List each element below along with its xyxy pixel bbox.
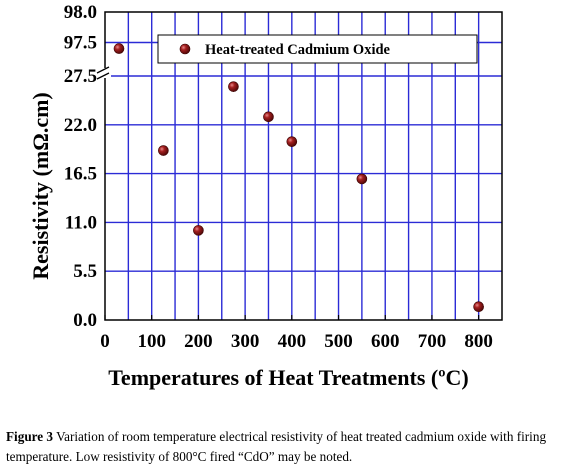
- data-points: [113, 43, 484, 312]
- y-tick-label: 0.0: [73, 310, 97, 331]
- plot-frame: [104, 11, 503, 321]
- x-tick-label: 300: [231, 331, 260, 352]
- axis-break-line: [96, 72, 110, 80]
- data-point: [193, 225, 204, 236]
- x-tick-label: 700: [418, 331, 447, 352]
- axis-break-gap: [99, 68, 111, 78]
- y-tick-label: 5.5: [73, 261, 97, 282]
- x-tick-label: 800: [464, 331, 493, 352]
- data-point: [286, 136, 298, 147]
- legend-box: [157, 34, 478, 64]
- x-tick-label: 500: [324, 331, 353, 352]
- y-tick-labels: 0.0 5.5 11.0 16.5 22.0 27.5 97.5 98.0: [64, 2, 97, 331]
- y-tick-label: 16.5: [64, 164, 97, 185]
- x-tick-label: 600: [371, 331, 400, 352]
- figure-caption: Figure 3 Variation of room temperature e…: [6, 427, 564, 467]
- legend-marker: [179, 43, 191, 55]
- data-point: [356, 173, 368, 185]
- y-tick-label: 22.0: [64, 115, 97, 136]
- y-axis-title: Resistivity (mΩ.cm): [28, 92, 53, 279]
- x-tick-label: 200: [184, 331, 213, 352]
- x-tick-label: 0: [100, 331, 110, 352]
- axis-break-mark: [96, 66, 111, 80]
- caption-text: Variation of room temperature electrical…: [6, 429, 547, 464]
- x-tick-label: 400: [278, 331, 307, 352]
- caption-label: Figure 3: [6, 429, 54, 444]
- data-point: [158, 145, 169, 156]
- data-point: [113, 43, 125, 54]
- legend: Heat-treated Cadmium Oxide: [157, 34, 478, 64]
- x-axis-title: Temperatures of Heat Treatments (ºC): [108, 365, 468, 390]
- y-tick-label: 98.0: [64, 2, 97, 23]
- y-tick-label: 97.5: [64, 33, 97, 54]
- legend-label: Heat-treated Cadmium Oxide: [205, 42, 391, 58]
- y-tick-label: 27.5: [64, 66, 97, 87]
- x-tick-label: 100: [137, 331, 166, 352]
- data-point: [473, 301, 484, 312]
- data-point: [263, 111, 274, 123]
- resistivity-chart: 0 100 200 300 400 500 600 700 800 0.0 5.5 11.0 16.5…: [28, 2, 503, 390]
- x-tick-labels: 0 100 200 300 400 500 600 700 800: [100, 315, 493, 352]
- data-point: [228, 81, 239, 92]
- y-tick-label: 11.0: [65, 212, 97, 233]
- axis-break-line: [96, 66, 110, 74]
